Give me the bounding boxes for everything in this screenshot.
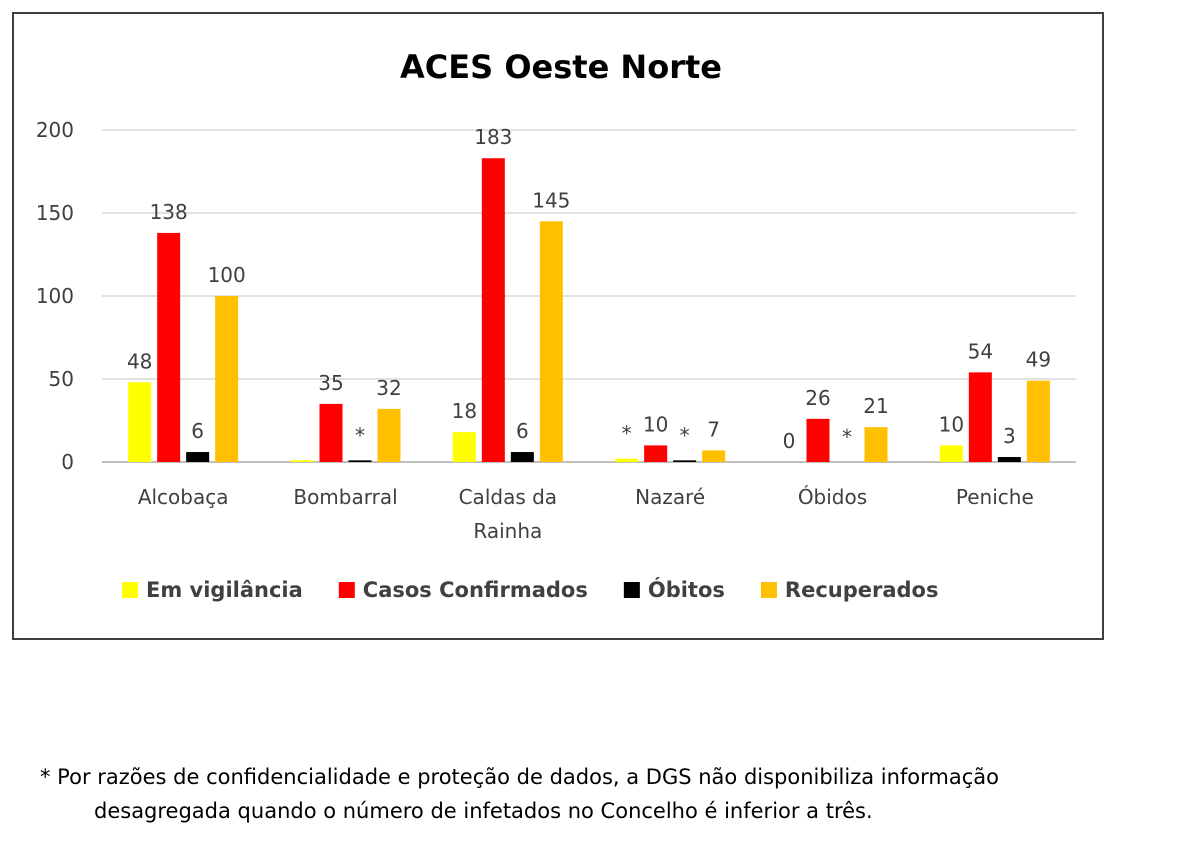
data-label: * — [842, 425, 852, 449]
bar-1-3 — [452, 432, 476, 462]
chart-title: ACES Oeste Norte — [400, 48, 722, 86]
bar-1-4 — [615, 458, 639, 462]
data-label: 6 — [516, 419, 529, 443]
data-label: 10 — [939, 412, 964, 436]
legend-label: Recuperados — [785, 578, 939, 602]
bar-1-1 — [128, 382, 152, 462]
bar-4-5 — [864, 427, 888, 462]
category-label: Rainha — [473, 519, 542, 543]
y-tick-label: 200 — [36, 118, 74, 142]
bar-4-1 — [215, 296, 239, 462]
data-labels: 48 138 6 100 35 * 32 18 183 6 145 * 10 * 7 0 26 * 21 10 54 3 4… — [127, 125, 1051, 453]
data-label: * — [680, 423, 690, 447]
legend-swatch — [122, 582, 138, 598]
footnote-line-2: desagregada quando o número de infetados… — [94, 799, 873, 823]
bar-2-4 — [644, 445, 668, 462]
bar-4-2 — [377, 408, 401, 462]
bar-2-2 — [319, 403, 343, 462]
bar-4-3 — [539, 221, 563, 462]
y-tick-label: 150 — [36, 201, 74, 225]
data-label: 54 — [968, 339, 993, 363]
y-tick-label: 50 — [49, 367, 74, 391]
bars — [128, 158, 1050, 462]
bar-chart: ACES Oeste Norte 48138610035*32181836145… — [36, 48, 1076, 602]
legend-swatch — [338, 582, 355, 598]
legend-swatch — [623, 582, 640, 598]
bar-2-5 — [806, 418, 830, 462]
category-label: Bombarral — [293, 485, 397, 509]
data-label: 32 — [376, 376, 401, 400]
data-label: 145 — [532, 188, 570, 212]
data-label: 7 — [707, 417, 720, 441]
bar-2-1 — [157, 232, 181, 462]
bar-2-3 — [481, 158, 505, 462]
data-label: 35 — [318, 371, 343, 395]
data-label: 49 — [1026, 348, 1051, 372]
data-label: * — [355, 423, 365, 447]
legend: Em vigilância Casos Confirmados Óbitos Recu… — [122, 577, 938, 602]
y-tick-label: 100 — [36, 284, 74, 308]
bar-3-1 — [186, 452, 210, 462]
category-label: Alcobaça — [138, 485, 229, 509]
bar-4-6 — [1026, 380, 1050, 462]
legend-label: Em vigilância — [146, 578, 303, 602]
data-label: 3 — [1003, 424, 1016, 448]
data-label: 0 — [783, 429, 796, 453]
bar-3-4 — [673, 460, 697, 462]
data-label: 100 — [208, 263, 246, 287]
category-label: Nazaré — [635, 485, 705, 509]
data-label: 21 — [863, 394, 888, 418]
footnote-line-1: * Por razões de confidencialidade e prot… — [40, 765, 1000, 789]
legend-label: Óbitos — [648, 577, 725, 602]
category-label: Peniche — [956, 485, 1034, 509]
data-label: 48 — [127, 349, 152, 373]
data-label: 18 — [452, 399, 477, 423]
bar-3-6 — [997, 457, 1021, 462]
gridlines — [102, 129, 1076, 463]
y-tick-label: 0 — [61, 450, 74, 474]
footnote: * Por razões de confidencialidade e prot… — [40, 760, 1200, 828]
bar-1-2 — [290, 460, 314, 462]
category-label: Caldas da — [459, 485, 557, 509]
data-label: 6 — [191, 419, 204, 443]
data-label: 10 — [643, 412, 668, 436]
bar-3-2 — [348, 460, 372, 462]
legend-label: Casos Confirmados — [363, 578, 588, 602]
bar-1-6 — [939, 445, 963, 462]
legend-swatch — [760, 582, 777, 598]
data-label: 183 — [474, 125, 512, 149]
bar-2-6 — [968, 372, 992, 462]
bar-4-4 — [702, 450, 726, 462]
bar-3-3 — [510, 452, 534, 462]
data-label: * — [622, 422, 632, 446]
category-label: Óbidos — [798, 485, 867, 509]
data-label: 26 — [805, 386, 830, 410]
data-label: 138 — [150, 200, 188, 224]
chart-frame: ACES Oeste Norte 48 138 6 100 35 * 32 18 183 6 145… — [12, 12, 1104, 640]
